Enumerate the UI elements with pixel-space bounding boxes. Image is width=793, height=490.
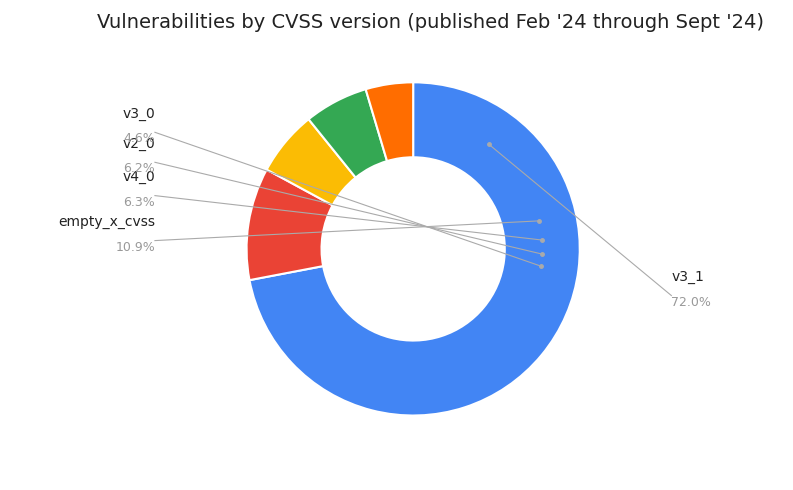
Text: v3_1: v3_1 — [672, 270, 704, 284]
Wedge shape — [250, 82, 580, 416]
Text: v2_0: v2_0 — [122, 137, 155, 150]
Wedge shape — [366, 82, 413, 161]
Wedge shape — [266, 119, 355, 205]
Text: v3_0: v3_0 — [122, 107, 155, 121]
Text: 10.9%: 10.9% — [115, 241, 155, 254]
Wedge shape — [247, 170, 332, 280]
Text: v4_0: v4_0 — [122, 170, 155, 184]
Text: empty_x_cvss: empty_x_cvss — [58, 215, 155, 229]
Text: 6.3%: 6.3% — [123, 196, 155, 209]
Text: 6.2%: 6.2% — [123, 162, 155, 175]
Text: 4.6%: 4.6% — [123, 132, 155, 146]
Text: Vulnerabilities by CVSS version (published Feb '24 through Sept '24): Vulnerabilities by CVSS version (publish… — [97, 13, 764, 32]
Wedge shape — [308, 89, 387, 177]
Text: 72.0%: 72.0% — [672, 295, 711, 309]
